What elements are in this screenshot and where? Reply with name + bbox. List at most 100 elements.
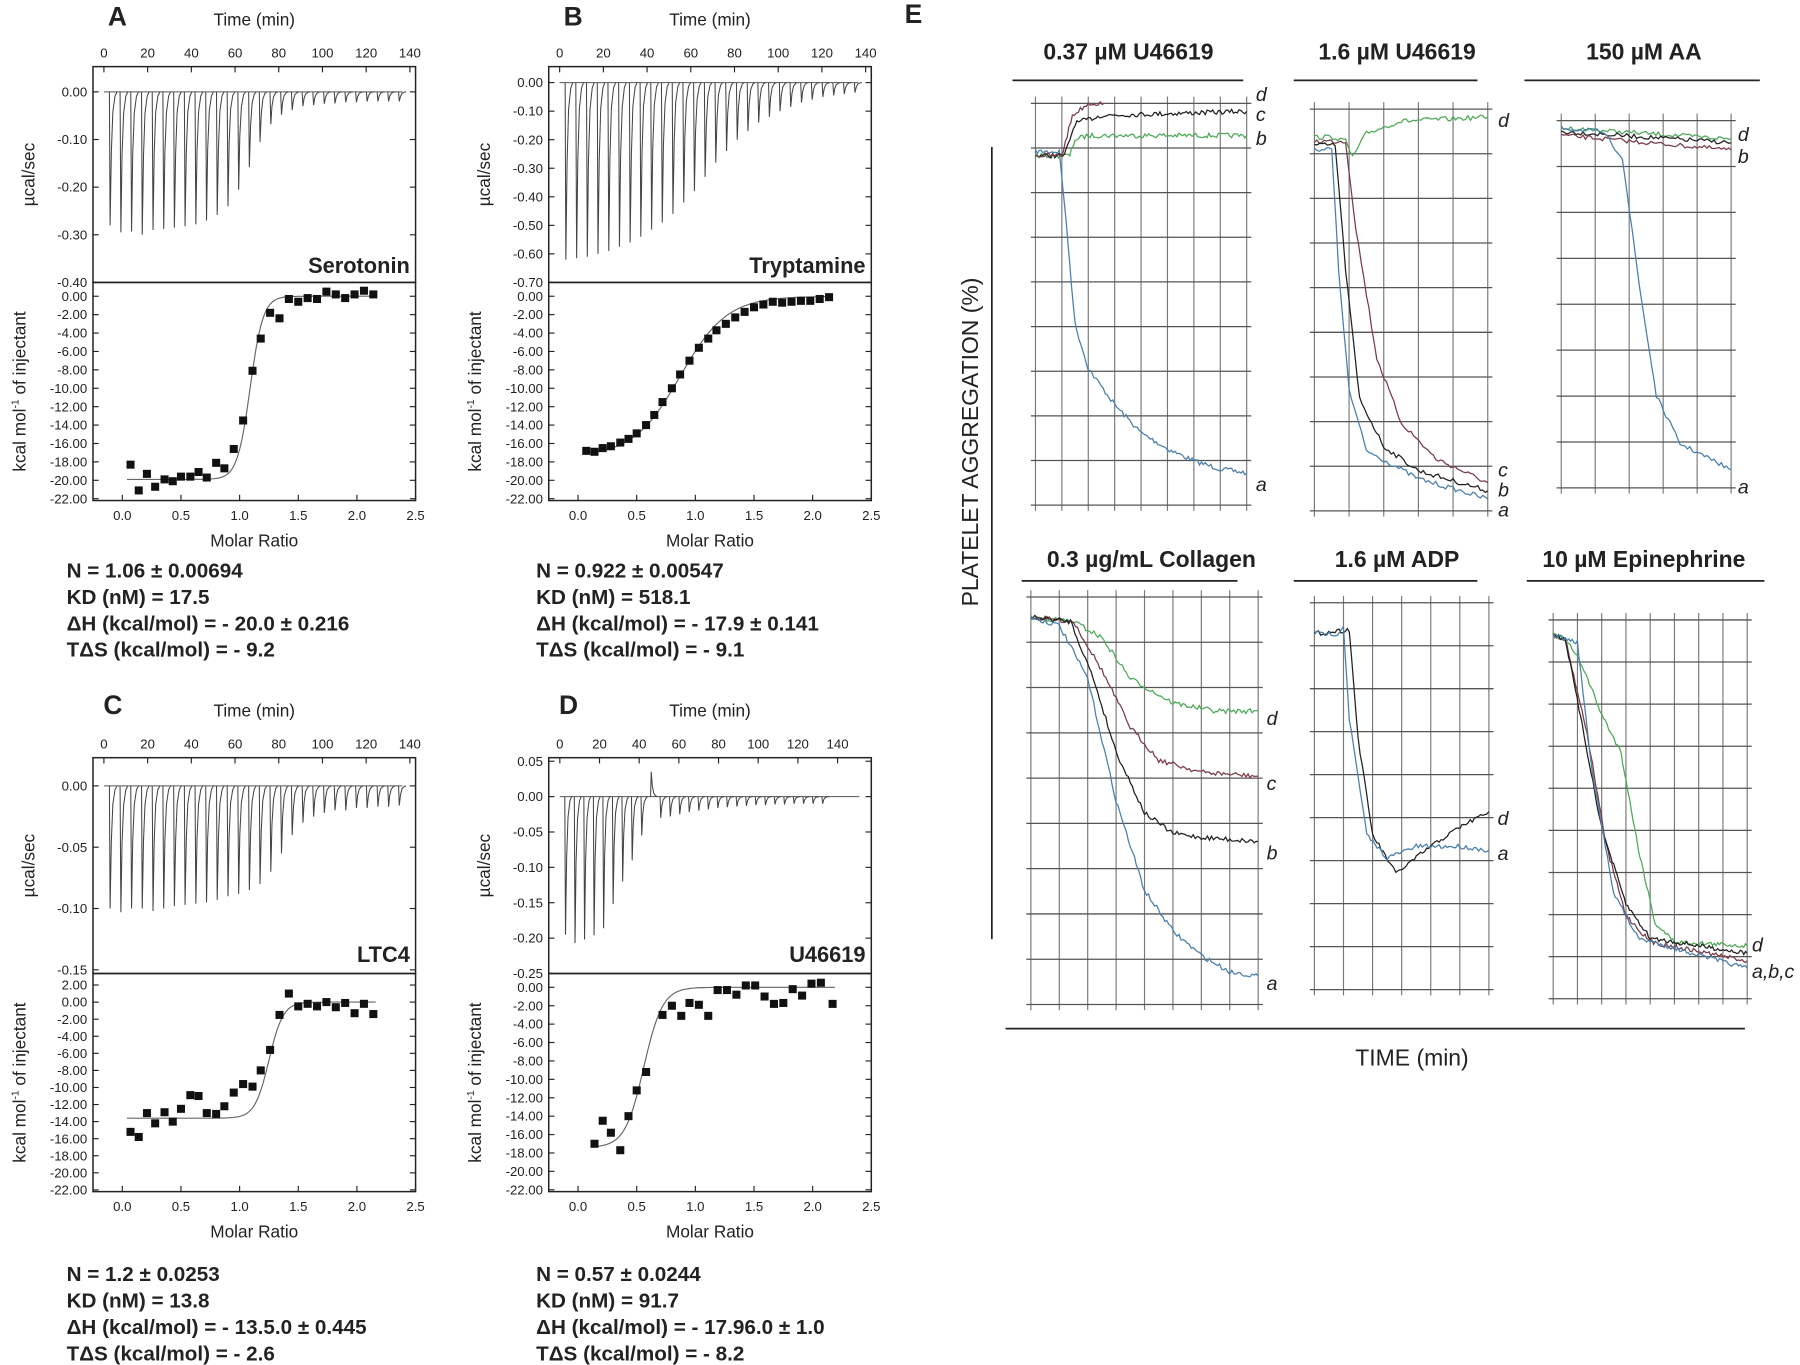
- molar-ratio-tick-label: 0.5: [172, 1199, 190, 1214]
- molar-ratio-tick-label: 2.5: [406, 1199, 424, 1214]
- stats-a: N = 1.06 ± 0.00694 KD (nM) = 17.5 ΔH (kc…: [67, 559, 350, 661]
- aggregation-trace-d: [1035, 100, 1105, 158]
- injection-peak: [312, 785, 321, 817]
- data-point: [126, 460, 135, 469]
- enthalpy-tick-label: -8.00: [57, 362, 87, 377]
- enthalpy-tick-label: -10.00: [506, 381, 543, 396]
- injection-peak: [141, 91, 150, 235]
- enthalpy-tick-label: -16.00: [506, 1127, 543, 1142]
- injection-peak: [843, 82, 852, 95]
- data-point: [704, 334, 713, 343]
- enthalpy-tick-label: -4.00: [513, 326, 543, 341]
- injection-peak: [365, 91, 375, 102]
- molar-ratio-axis-title: Molar Ratio: [210, 1222, 298, 1242]
- enthalpy-tick-label: 2.00: [62, 978, 88, 993]
- enthalpy-tick-label: -16.00: [506, 436, 543, 451]
- injection-peak: [703, 82, 713, 177]
- enthalpy-axis-title-main: kcal mol: [465, 1100, 485, 1163]
- enthalpy-axis-title-rest: of injectant: [9, 311, 29, 399]
- aggregation-subpanel: 0.37 µM U46619 dcb a: [1012, 39, 1268, 511]
- time-tick-label: 80: [271, 737, 286, 752]
- enthalpy-tick-label: -22.00: [506, 491, 543, 506]
- injection-peak: [248, 91, 257, 168]
- stat-tds: TΔS (kcal/mol) = - 2.6: [67, 1342, 275, 1365]
- aggregation-trace-b: [1314, 142, 1489, 494]
- data-point: [142, 469, 151, 478]
- injection-peak: [173, 91, 182, 228]
- injection-peak: [355, 785, 364, 809]
- enthalpy-tick-label: -14.00: [50, 1114, 87, 1129]
- aggregation-trace-a: [1034, 148, 1248, 476]
- injection-peak: [162, 91, 172, 230]
- trace-label: a: [1738, 477, 1749, 499]
- enthalpy-tick-label: -14.00: [506, 418, 543, 433]
- data-point: [590, 1139, 599, 1148]
- panel-label-e: E: [905, 0, 923, 29]
- enthalpy-tick-label: -22.00: [50, 491, 87, 506]
- injection-peak: [602, 796, 611, 929]
- stat-kd: KD (nM) = 13.8: [67, 1290, 210, 1313]
- power-tick-label: -0.10: [513, 860, 543, 875]
- data-point: [828, 999, 837, 1008]
- aggregation-trace-b: [1030, 614, 1259, 844]
- injection-peak: [800, 82, 809, 103]
- injection-peak: [714, 82, 724, 163]
- injection-peak: [764, 796, 772, 806]
- data-point: [194, 1091, 203, 1101]
- enthalpy-tick-label: -16.00: [50, 1131, 87, 1146]
- data-point: [658, 1010, 667, 1019]
- power-tick-label: -0.40: [57, 275, 87, 290]
- molar-ratio-tick-label: 0.0: [569, 508, 587, 523]
- injection-peak: [778, 82, 788, 112]
- data-point: [303, 999, 312, 1008]
- enthalpy-tick-label: -4.00: [57, 326, 87, 341]
- injection-peak: [398, 91, 407, 102]
- molar-ratio-axis-title: Molar Ratio: [666, 530, 754, 550]
- injection-peak: [628, 82, 638, 243]
- subpanel-title: 1.6 µM U46619: [1318, 39, 1475, 65]
- injection-peak: [237, 91, 246, 190]
- power-axis-title: µcal/sec: [18, 142, 38, 206]
- data-point: [256, 1066, 265, 1075]
- data-point: [186, 472, 195, 481]
- data-point: [266, 308, 275, 317]
- trace-label: c: [1267, 773, 1277, 795]
- data-point: [220, 1102, 229, 1111]
- enthalpy-tick-label: -16.00: [50, 436, 87, 451]
- power-tick-label: -0.20: [513, 132, 543, 147]
- time-axis-title: Time (min): [213, 9, 295, 29]
- itc-panel-c: Time (min) 0 20 40 60 80 100 120 140 0.00 -0.05 -0.…: [9, 700, 424, 1241]
- enthalpy-tick-label: -14.00: [506, 1109, 543, 1124]
- fit-curve: [126, 295, 376, 481]
- data-point: [134, 486, 143, 495]
- data-point: [186, 1091, 195, 1100]
- aggregation-trace-b: [1561, 133, 1732, 151]
- data-point: [825, 293, 834, 302]
- enthalpy-axis-title-rest: of injectant: [9, 1002, 29, 1090]
- itc-panel-d: Time (min) 0 20 40 60 80 100 120 140 0.05 0.00 -0.0…: [465, 700, 880, 1241]
- aggregation-trace-a: [1313, 624, 1490, 862]
- injection-peak: [707, 796, 715, 810]
- trace-label: a: [1256, 474, 1267, 496]
- stat-kd: KD (nM) = 518.1: [536, 586, 690, 609]
- injection-peak: [596, 82, 606, 254]
- data-point: [239, 416, 248, 425]
- enthalpy-tick-label: -18.00: [506, 1146, 543, 1161]
- data-point: [134, 1132, 143, 1142]
- trace-label: b: [1267, 842, 1278, 864]
- enthalpy-tick-label: -6.00: [513, 344, 543, 359]
- aggregation-trace-d: [1314, 114, 1489, 157]
- injection-peak: [583, 796, 592, 940]
- stat-tds: TΔS (kcal/mol) = - 9.2: [67, 639, 275, 662]
- fit-curve: [590, 986, 835, 1148]
- injection-peak: [151, 91, 161, 230]
- subpanel-title: 1.6 µM ADP: [1335, 546, 1460, 572]
- injection-peak: [671, 82, 681, 214]
- injection-peak: [151, 785, 161, 911]
- data-point: [151, 482, 160, 491]
- injection-peak: [130, 785, 139, 909]
- time-axis-title: Time (min): [669, 9, 751, 29]
- injection-peak: [226, 785, 236, 897]
- aggregation-subpanel: 10 µM Epinephrine d a,b,c: [1526, 546, 1795, 1005]
